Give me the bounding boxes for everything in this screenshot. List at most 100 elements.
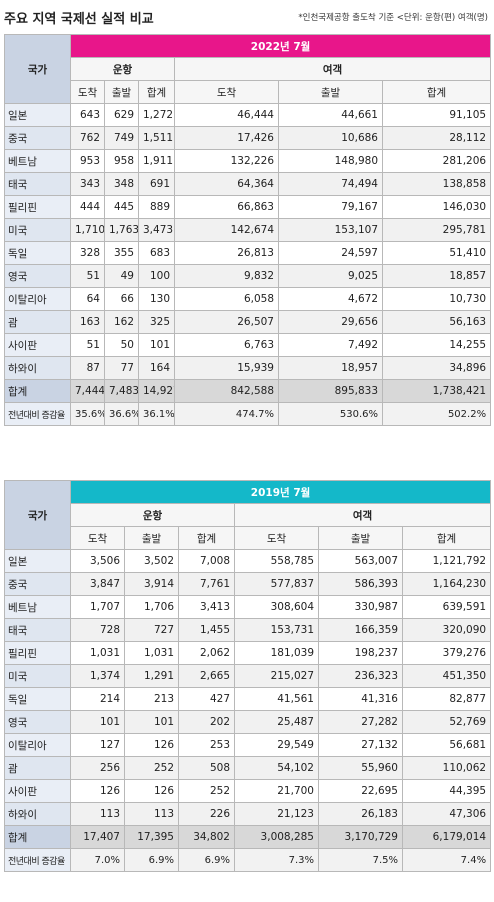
passengers-total-cell: 138,858 bbox=[381, 172, 492, 196]
passengers-header: 여객 bbox=[173, 57, 492, 81]
flights-total-cell: 1,455 bbox=[178, 618, 235, 642]
table-row: 일본 3,506 3,502 7,008 558,785 563,007 1,121,792 bbox=[4, 549, 492, 573]
passengers-departure-cell: 41,316 bbox=[318, 687, 403, 711]
flights-departure-cell: 126 bbox=[124, 733, 179, 757]
passengers-total-cell: 146,030 bbox=[381, 195, 492, 219]
passengers-departure-cell: 74,494 bbox=[278, 172, 383, 196]
flights-arrival-cell: 953 bbox=[70, 149, 105, 173]
table-row: 사이판 126 126 252 21,700 22,695 44,395 bbox=[4, 779, 492, 803]
row-label: 영국 bbox=[4, 710, 71, 734]
passengers-departure-cell: 22,695 bbox=[318, 779, 403, 803]
table-row: 사이판 51 50 101 6,763 7,492 14,255 bbox=[4, 333, 492, 357]
month-header: 2022년 7월 bbox=[69, 34, 492, 58]
flights-arrival-cell: 762 bbox=[70, 126, 105, 150]
row-label: 괌 bbox=[4, 310, 71, 334]
flights-departure-cell: 17,395 bbox=[124, 825, 179, 849]
flights-total-cell: 253 bbox=[178, 733, 235, 757]
flights-departure-cell: 1,031 bbox=[124, 641, 179, 665]
passengers-total-cell: 6,179,014 bbox=[401, 825, 492, 849]
passengers-total-cell: 1,738,421 bbox=[381, 379, 492, 403]
passengers-arrival-cell: 25,487 bbox=[234, 710, 319, 734]
flights-arrival-cell: 328 bbox=[70, 241, 105, 265]
flights-total-cell: 6.9% bbox=[178, 848, 235, 872]
passengers-total-header: 합계 bbox=[381, 80, 492, 104]
flights-departure-cell: 50 bbox=[104, 333, 139, 357]
passengers-arrival-cell: 9,832 bbox=[174, 264, 279, 288]
table-row: 중국 762 749 1,511 17,426 10,686 28,112 bbox=[4, 126, 492, 150]
flights-total-cell: 130 bbox=[138, 287, 175, 311]
flights-arrival-cell: 17,407 bbox=[70, 825, 125, 849]
flights-arrival-header: 도착 bbox=[70, 526, 125, 550]
passengers-total-cell: 1,164,230 bbox=[401, 572, 492, 596]
flights-arrival-cell: 35.6% bbox=[70, 402, 105, 426]
table-row: 필리핀 1,031 1,031 2,062 181,039 198,237 379,276 bbox=[4, 641, 492, 665]
table-row: 필리핀 444 445 889 66,863 79,167 146,030 bbox=[4, 195, 492, 219]
flights-departure-cell: 629 bbox=[104, 103, 139, 127]
flights-arrival-cell: 126 bbox=[70, 779, 125, 803]
passengers-arrival-cell: 21,700 bbox=[234, 779, 319, 803]
flights-total-cell: 164 bbox=[138, 356, 175, 380]
flights-total-cell: 508 bbox=[178, 756, 235, 780]
row-label: 하와이 bbox=[4, 802, 71, 826]
flights-departure-cell: 348 bbox=[104, 172, 139, 196]
flights-departure-cell: 1,706 bbox=[124, 595, 179, 619]
passengers-arrival-cell: 558,785 bbox=[234, 549, 319, 573]
passengers-total-cell: 7.4% bbox=[401, 848, 492, 872]
table-row: 태국 728 727 1,455 153,731 166,359 320,090 bbox=[4, 618, 492, 642]
table-row: 중국 3,847 3,914 7,761 577,837 586,393 1,164,230 bbox=[4, 572, 492, 596]
flights-arrival-cell: 64 bbox=[70, 287, 105, 311]
flights-arrival-header: 도착 bbox=[70, 80, 105, 104]
flights-total-cell: 252 bbox=[178, 779, 235, 803]
flights-total-cell: 691 bbox=[138, 172, 175, 196]
passengers-total-cell: 1,121,792 bbox=[401, 549, 492, 573]
passengers-arrival-cell: 54,102 bbox=[234, 756, 319, 780]
table-row: 베트남 1,707 1,706 3,413 308,604 330,987 639,591 bbox=[4, 595, 492, 619]
passengers-total-cell: 34,896 bbox=[381, 356, 492, 380]
passengers-total-cell: 18,857 bbox=[381, 264, 492, 288]
flights-header: 운항 bbox=[70, 503, 235, 527]
flights-departure-cell: 49 bbox=[104, 264, 139, 288]
flights-arrival-cell: 256 bbox=[70, 756, 125, 780]
row-label: 태국 bbox=[4, 172, 71, 196]
flights-departure-cell: 445 bbox=[104, 195, 139, 219]
passengers-total-cell: 56,163 bbox=[381, 310, 492, 334]
row-label: 하와이 bbox=[4, 356, 71, 380]
flights-arrival-cell: 1,031 bbox=[70, 641, 125, 665]
flights-total-cell: 226 bbox=[178, 802, 235, 826]
passengers-arrival-cell: 6,763 bbox=[174, 333, 279, 357]
passengers-arrival-header: 도착 bbox=[174, 80, 279, 104]
passengers-arrival-cell: 7.3% bbox=[234, 848, 319, 872]
flights-total-cell: 202 bbox=[178, 710, 235, 734]
flights-total-cell: 2,062 bbox=[178, 641, 235, 665]
passengers-arrival-cell: 66,863 bbox=[174, 195, 279, 219]
table-row: 일본 643 629 1,272 46,444 44,661 91,105 bbox=[4, 103, 492, 127]
passengers-departure-header: 출발 bbox=[318, 526, 403, 550]
flights-total-cell: 427 bbox=[178, 687, 235, 711]
flights-arrival-cell: 214 bbox=[70, 687, 125, 711]
row-label: 미국 bbox=[4, 664, 71, 688]
passengers-total-cell: 28,112 bbox=[381, 126, 492, 150]
passengers-arrival-cell: 181,039 bbox=[234, 641, 319, 665]
passengers-departure-cell: 27,282 bbox=[318, 710, 403, 734]
flights-departure-cell: 3,914 bbox=[124, 572, 179, 596]
row-label: 미국 bbox=[4, 218, 71, 242]
total-row: 합계7,4447,48314,927842,588895,8331,738,42… bbox=[4, 379, 492, 403]
flights-arrival-cell: 444 bbox=[70, 195, 105, 219]
flights-total-cell: 2,665 bbox=[178, 664, 235, 688]
passengers-departure-cell: 26,183 bbox=[318, 802, 403, 826]
passengers-total-cell: 379,276 bbox=[401, 641, 492, 665]
flights-total-header: 합계 bbox=[178, 526, 235, 550]
passengers-departure-cell: 7.5% bbox=[318, 848, 403, 872]
passengers-departure-cell: 7,492 bbox=[278, 333, 383, 357]
passengers-total-cell: 451,350 bbox=[401, 664, 492, 688]
flights-departure-cell: 36.6% bbox=[104, 402, 139, 426]
flights-departure-cell: 6.9% bbox=[124, 848, 179, 872]
flights-total-cell: 683 bbox=[138, 241, 175, 265]
row-label: 일본 bbox=[4, 549, 71, 573]
flights-departure-cell: 355 bbox=[104, 241, 139, 265]
passengers-departure-cell: 166,359 bbox=[318, 618, 403, 642]
yoy-change-row: 전년대비 증감율 7.0% 6.9% 6.9% 7.3% 7.5% 7.4% bbox=[4, 848, 492, 872]
flights-departure-cell: 101 bbox=[124, 710, 179, 734]
passengers-arrival-cell: 6,058 bbox=[174, 287, 279, 311]
passengers-total-cell: 110,062 bbox=[401, 756, 492, 780]
